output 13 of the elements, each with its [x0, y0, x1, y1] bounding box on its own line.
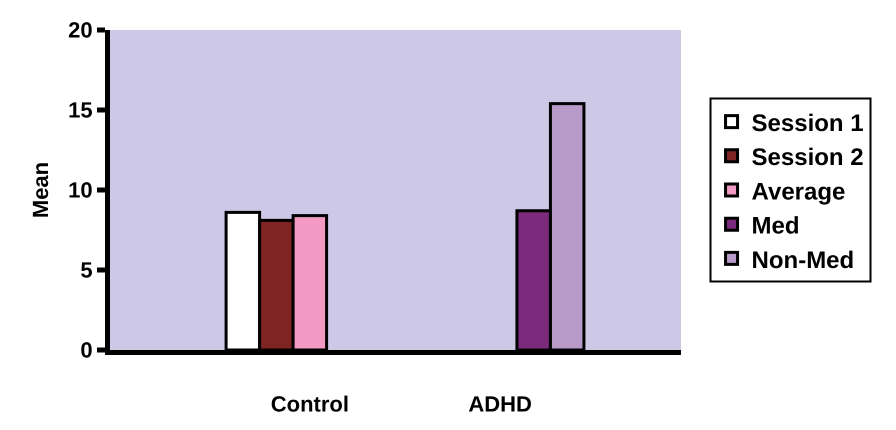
legend-label: Med — [752, 212, 800, 240]
x-tick-label: Control — [270, 391, 349, 416]
legend-label: Session 1 — [752, 110, 864, 137]
y-axis-title: Mean — [28, 162, 53, 218]
y-tick-label: 0 — [80, 338, 93, 363]
legend-label: Session 2 — [752, 144, 864, 172]
y-tick-label: 20 — [68, 18, 93, 43]
y-tick-label: 10 — [68, 178, 93, 203]
y-tick-label: 5 — [80, 258, 93, 283]
legend-label: Average — [752, 178, 846, 206]
x-tick-label: ADHD — [468, 391, 532, 416]
y-tick-label: 15 — [68, 98, 93, 123]
legend-label: Non-Med — [752, 246, 854, 274]
